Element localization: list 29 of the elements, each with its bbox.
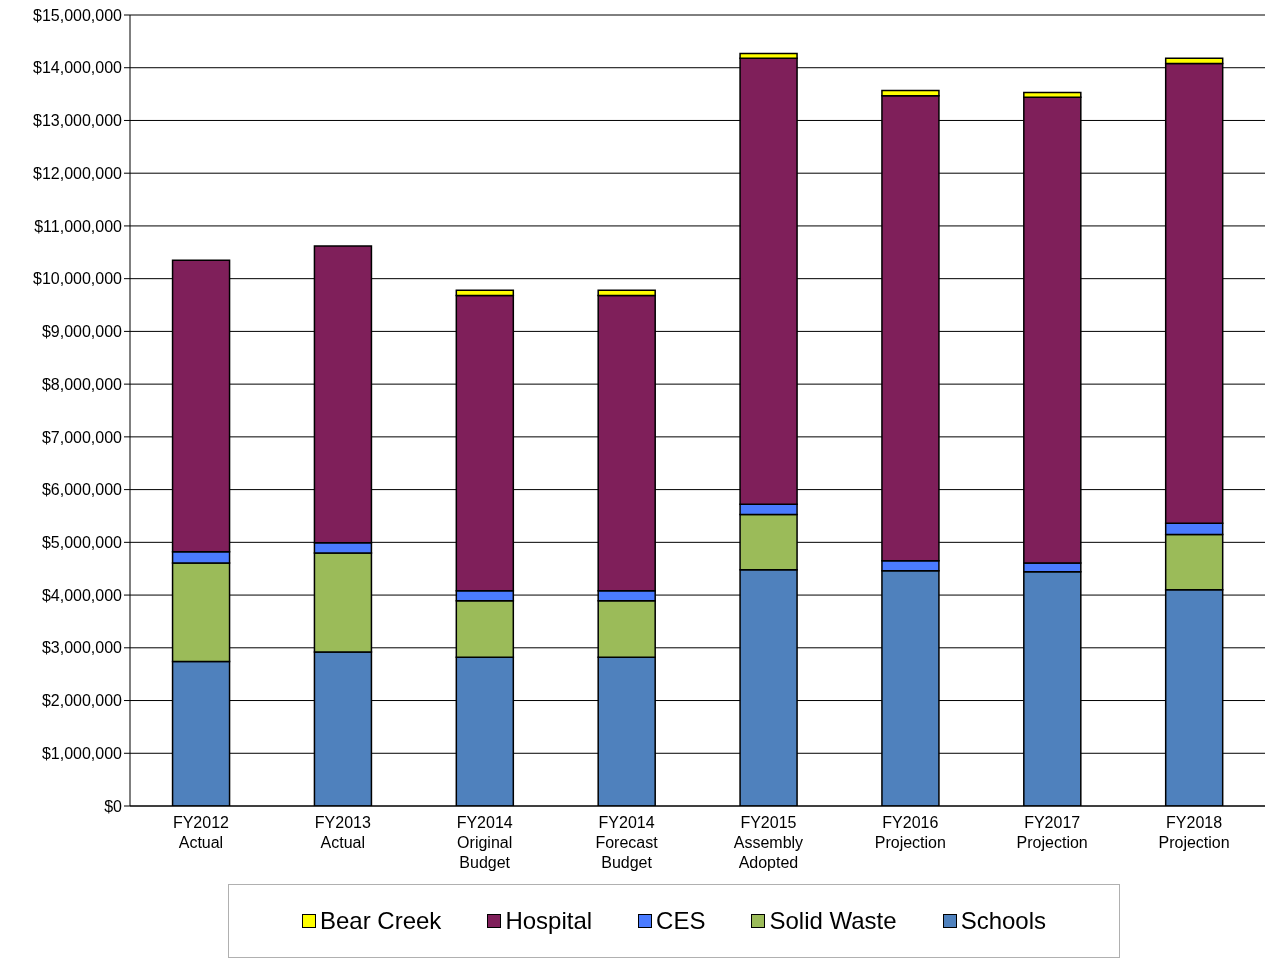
legend-label: Schools <box>960 907 1047 935</box>
x-tick-label: FY2012 Actual <box>172 814 230 851</box>
legend-label: Hospital <box>505 907 593 935</box>
x-tick-label: FY2018 Projection <box>1158 814 1230 851</box>
y-tick-label: $5,000,000 <box>41 534 123 552</box>
y-tick-label: $14,000,000 <box>33 59 123 77</box>
y-tick-label: $11,000,000 <box>34 217 123 235</box>
x-tick-label: FY2015 Assembly Adopted <box>733 814 804 871</box>
legend-label: CES <box>656 907 706 935</box>
x-tick-label: FY2017 Projection <box>1016 814 1088 851</box>
y-tick-label: $2,000,000 <box>41 692 123 710</box>
y-tick-label: $4,000,000 <box>41 586 123 604</box>
legend-label: Solid Waste <box>769 907 897 935</box>
x-tick-label: FY2014 Forecast Budget <box>595 814 659 871</box>
legend-label: Bear Creek <box>319 907 442 935</box>
y-tick-label: $0 <box>104 797 123 815</box>
y-tick-label: $10,000,000 <box>33 270 123 288</box>
y-tick-label: $12,000,000 <box>33 164 123 182</box>
y-tick-label: $8,000,000 <box>41 375 123 393</box>
y-tick-label: $1,000,000 <box>41 744 123 762</box>
y-tick-label: $9,000,000 <box>41 323 123 341</box>
y-tick-label: $15,000,000 <box>33 6 123 24</box>
x-tick-label: FY2016 Projection <box>874 814 946 851</box>
x-tick-label: FY2013 Actual <box>314 814 371 851</box>
y-tick-label: $6,000,000 <box>41 481 123 499</box>
y-tick-label: $7,000,000 <box>41 428 123 446</box>
y-tick-label: $3,000,000 <box>41 639 123 657</box>
x-tick-label: FY2014 Original Budget <box>456 814 513 871</box>
y-tick-label: $13,000,000 <box>33 112 123 130</box>
